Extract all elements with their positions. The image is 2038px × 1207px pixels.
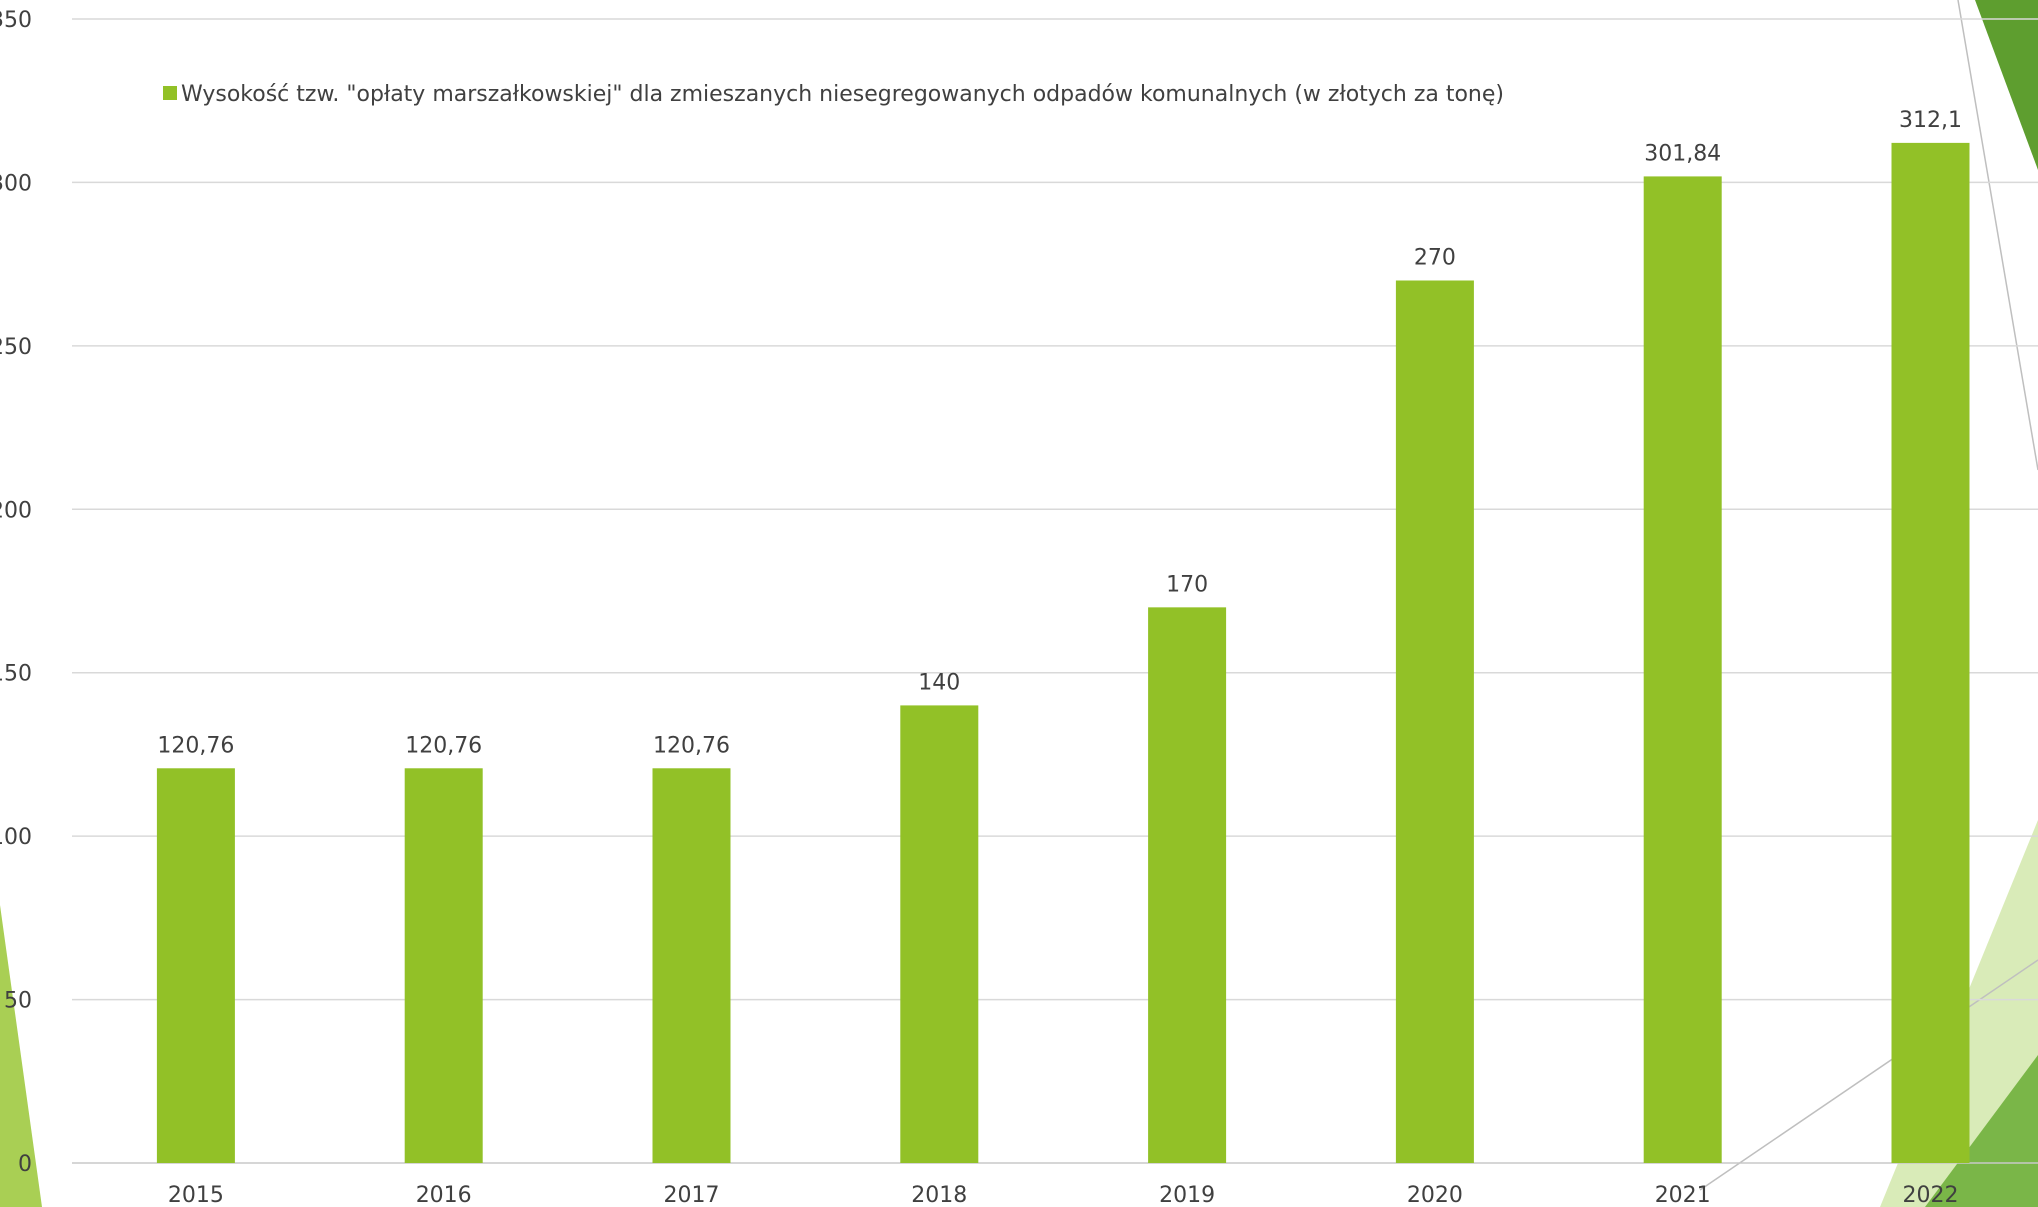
x-tick-label: 2015 — [168, 1183, 224, 1207]
x-tick-label: 2020 — [1407, 1183, 1463, 1207]
legend-swatch — [163, 86, 177, 100]
legend: Wysokość tzw. "opłaty marszałkowskiej" d… — [163, 82, 1504, 107]
decoration-triangle-bottom-left — [0, 905, 42, 1207]
x-tick-label: 2017 — [664, 1183, 720, 1207]
x-axis-ticks: 2015 2016 2017 2018 2019 2020 2021 2022 — [168, 1183, 1959, 1207]
data-labels: 120,76 120,76 120,76 140 170 270 301,84 312,1 — [157, 108, 1962, 758]
x-tick-label: 2016 — [416, 1183, 472, 1207]
y-tick-label: 100 — [0, 825, 32, 850]
x-tick-label: 2021 — [1655, 1183, 1711, 1207]
bar — [1395, 280, 1474, 1163]
legend-label: Wysokość tzw. "opłaty marszałkowskiej" d… — [181, 82, 1504, 107]
y-tick-label: 300 — [0, 171, 32, 196]
x-tick-label: 2022 — [1903, 1183, 1959, 1207]
y-tick-label: 50 — [4, 989, 32, 1014]
y-tick-label: 0 — [18, 1152, 32, 1177]
bars — [156, 142, 1970, 1164]
bar — [1891, 142, 1970, 1164]
x-tick-label: 2018 — [911, 1183, 967, 1207]
bar — [900, 705, 979, 1163]
gridlines — [72, 18, 2038, 1164]
data-label: 170 — [1166, 572, 1208, 597]
decoration-line-right — [1957, 0, 2038, 471]
data-label: 140 — [918, 670, 960, 695]
data-label: 120,76 — [157, 733, 234, 758]
data-label: 120,76 — [405, 733, 482, 758]
data-label: 120,76 — [653, 733, 730, 758]
y-axis-ticks: 0 50 100 150 200 250 300 350 — [0, 8, 32, 1177]
x-tick-label: 2019 — [1159, 1183, 1215, 1207]
data-label: 312,1 — [1899, 108, 1962, 133]
bar — [1148, 607, 1227, 1163]
decoration-triangle-top-right — [1975, 0, 2038, 170]
bar — [652, 768, 731, 1163]
data-label: 301,84 — [1644, 141, 1721, 166]
y-tick-label: 350 — [0, 8, 32, 33]
y-tick-label: 200 — [0, 498, 32, 523]
y-tick-label: 250 — [0, 335, 32, 360]
bar — [1643, 176, 1722, 1163]
decoration-line-bottom — [1699, 959, 2038, 1191]
bar — [404, 768, 483, 1163]
y-tick-label: 150 — [0, 662, 32, 687]
decoration-triangle-bottom-right — [1925, 1055, 2038, 1207]
data-label: 270 — [1414, 245, 1456, 270]
bar — [156, 768, 235, 1163]
